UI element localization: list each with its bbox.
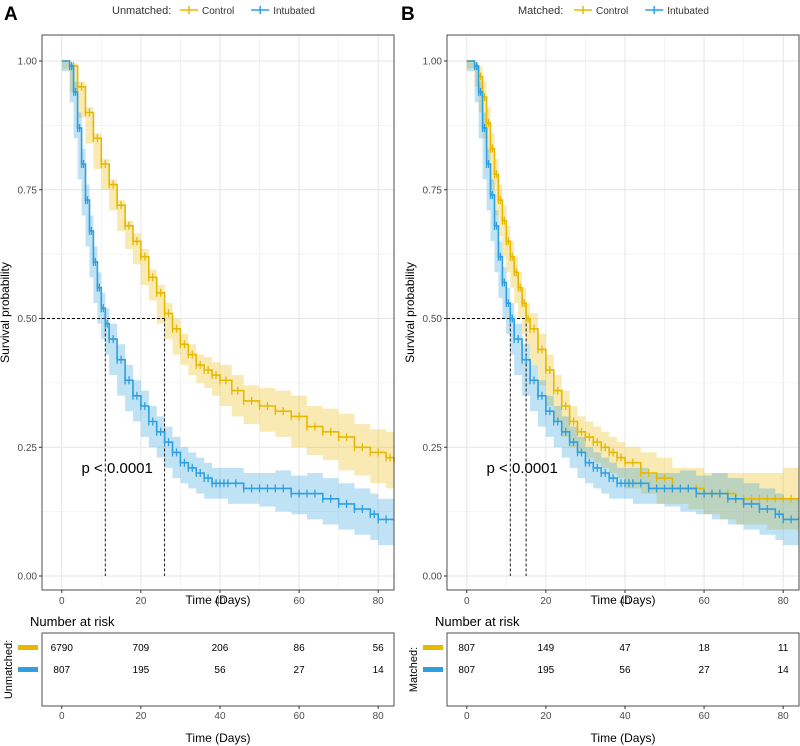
y-tick-label: 0.75 — [18, 185, 38, 196]
risk-row-key-control — [423, 645, 443, 650]
risk-table-border — [446, 632, 800, 707]
risk-x-tick-label: 80 — [373, 711, 385, 722]
x-tick-label: 0 — [464, 596, 470, 607]
censor-marks-intubated — [474, 62, 792, 524]
ci-band-control — [61, 61, 395, 489]
x-tick-label: 20 — [540, 596, 552, 607]
x-tick-label: 60 — [699, 596, 711, 607]
y-axis-title: Survival probability — [0, 262, 12, 363]
legend: Matched: Control Intubated — [518, 5, 709, 17]
survival-curve-control — [466, 60, 799, 500]
risk-cell: 807 — [458, 665, 475, 676]
risk-cell: 195 — [538, 665, 555, 676]
risk-cell: 14 — [373, 665, 385, 676]
x-tick-label: 40 — [214, 596, 226, 607]
risk-table: Number at risk 807 149 47 18 11 807 195 56 27 14 Ma… — [408, 614, 800, 745]
ci-band-control — [466, 61, 799, 530]
p-value-annotation: p < 0.0001 — [487, 460, 558, 477]
legend-title: Matched: — [518, 5, 563, 17]
y-tick-label: 1.00 — [423, 57, 443, 68]
y-tick-label: 0.75 — [423, 185, 443, 196]
legend-label-control: Control — [202, 6, 234, 17]
y-tick-label: 0.50 — [18, 314, 38, 325]
risk-x-axis-title: Time (Days) — [591, 731, 656, 745]
risk-x-tick-label: 40 — [214, 711, 226, 722]
y-tick-label: 0.25 — [18, 443, 38, 454]
risk-row-key-control — [18, 645, 38, 650]
risk-x-tick-label: 0 — [59, 711, 65, 722]
risk-x-axis-title: Time (Days) — [186, 731, 251, 745]
risk-cell: 27 — [699, 665, 711, 676]
x-tick-label: 40 — [619, 596, 631, 607]
risk-x-tick-label: 40 — [619, 711, 631, 722]
risk-x-tick-label: 60 — [294, 711, 306, 722]
x-tick-label: 80 — [778, 596, 790, 607]
plot-background — [447, 35, 799, 590]
panel-a: Unmatched: Control Intubated p < 0.0001 0 20 4… — [0, 5, 395, 745]
panel-letter-b: B — [401, 4, 415, 25]
y-tick-label: 1.00 — [18, 57, 38, 68]
risk-cell: 47 — [619, 643, 631, 654]
risk-x-tick-label: 20 — [540, 711, 552, 722]
x-axis-title: Time (Days) — [186, 593, 251, 607]
legend-label-intubated: Intubated — [667, 6, 709, 17]
risk-cell: 56 — [373, 643, 385, 654]
risk-cell: 56 — [214, 665, 226, 676]
risk-cell: 56 — [619, 665, 631, 676]
plot-background — [42, 35, 394, 590]
censor-marks-intubated — [69, 62, 387, 524]
legend-label-intubated: Intubated — [273, 6, 315, 17]
risk-cell: 14 — [778, 665, 790, 676]
risk-cell: 6790 — [51, 643, 74, 654]
risk-cell: 149 — [538, 643, 555, 654]
risk-table-side-label: Matched: — [408, 647, 420, 692]
x-axis-title: Time (Days) — [591, 593, 656, 607]
ci-band-intubated — [466, 61, 799, 546]
legend-label-control: Control — [596, 6, 628, 17]
risk-table: Number at risk 6790 709 206 86 56 807 195 56 27 14… — [3, 614, 395, 745]
risk-cell: 807 — [458, 643, 475, 654]
risk-cell: 807 — [53, 665, 70, 676]
risk-cell: 86 — [294, 643, 306, 654]
y-tick-label: 0.00 — [18, 572, 38, 583]
y-tick-label: 0.00 — [423, 572, 443, 583]
gridlines — [42, 35, 394, 590]
risk-table-border — [41, 632, 395, 707]
risk-cell: 206 — [212, 643, 229, 654]
plot-border — [446, 34, 800, 591]
plot-border — [41, 34, 395, 591]
y-axis-title: Survival probability — [403, 262, 417, 363]
panel-letter-a: A — [4, 4, 18, 25]
risk-row-key-intubated — [423, 667, 443, 672]
x-tick-label: 60 — [294, 596, 306, 607]
risk-table-title: Number at risk — [435, 614, 520, 629]
panel-b: Matched: Control Intubated p < 0.0001 0 20 40 6… — [403, 5, 800, 745]
ci-band-intubated — [61, 61, 395, 546]
risk-cell: 709 — [133, 643, 150, 654]
median-lines — [42, 318, 166, 576]
censor-marks-control — [69, 62, 391, 462]
risk-x-tick-label: 0 — [464, 711, 470, 722]
risk-cell: 11 — [778, 643, 789, 654]
p-value-annotation: p < 0.0001 — [82, 460, 153, 477]
y-tick-label: 0.25 — [423, 443, 443, 454]
risk-table-side-label: Unmatched: — [3, 640, 15, 699]
y-tick-label: 0.50 — [423, 314, 443, 325]
x-tick-label: 0 — [59, 596, 65, 607]
legend: Unmatched: Control Intubated — [112, 5, 315, 17]
risk-x-tick-label: 80 — [778, 711, 790, 722]
risk-cell: 27 — [294, 665, 306, 676]
risk-table-title: Number at risk — [30, 614, 115, 629]
risk-cell: 18 — [699, 643, 711, 654]
risk-x-tick-label: 20 — [135, 711, 147, 722]
legend-title: Unmatched: — [112, 5, 171, 17]
risk-cell: 195 — [133, 665, 150, 676]
x-tick-label: 20 — [135, 596, 147, 607]
x-tick-label: 80 — [373, 596, 385, 607]
risk-x-tick-label: 60 — [699, 711, 711, 722]
risk-row-key-intubated — [18, 667, 38, 672]
